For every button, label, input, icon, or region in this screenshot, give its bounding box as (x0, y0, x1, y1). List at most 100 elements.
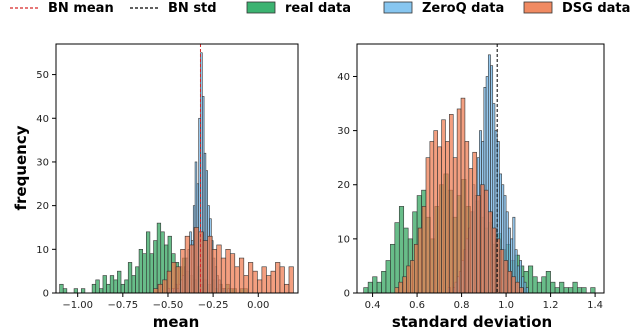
histogram-bar-dsg (394, 287, 400, 293)
histogram-bar-zeroq (525, 287, 529, 293)
y-tick-label: 40 (36, 114, 49, 125)
histogram-bars (363, 54, 596, 293)
histogram-bar-real (99, 288, 104, 293)
legend-patch-marker (383, 1, 413, 14)
legend-item-bn-mean: BN mean (10, 1, 114, 16)
histogram-bar-dsg (270, 270, 276, 293)
histogram-bar-dsg (207, 235, 213, 293)
y-tick-label: 10 (337, 234, 350, 245)
histogram-bar-real (156, 222, 162, 293)
histogram-bar-dsg (288, 266, 294, 293)
histogram-bar-real (149, 253, 154, 293)
histogram-bar-dsg (472, 151, 477, 293)
histogram-bar-real (367, 281, 373, 293)
histogram-bar-dsg (402, 276, 407, 293)
histogram-bar-dsg (487, 211, 493, 293)
x-tick-label: −1.00 (62, 300, 93, 311)
histogram-bar-dsg (441, 119, 446, 293)
histogram-bar-dsg (398, 281, 403, 293)
legend-label: BN std (168, 1, 217, 16)
histogram-bar-dsg (261, 266, 267, 293)
histogram-bar-dsg (171, 262, 177, 293)
y-axis-label: frequency (12, 125, 30, 210)
histogram-bar-dsg (519, 287, 524, 293)
histogram-bar-dsg (239, 257, 245, 293)
legend-patch-marker (246, 1, 276, 14)
histogram-bar-dsg (460, 97, 466, 293)
histogram-bar-dsg (456, 108, 462, 293)
histogram-bar-dsg (166, 270, 172, 293)
y-tick-label: 20 (337, 180, 350, 191)
x-tick-label: −0.50 (153, 300, 184, 311)
histogram-bar-real (536, 281, 542, 293)
y-tick-label: 30 (36, 157, 49, 168)
histogram-bar-dsg (175, 266, 181, 293)
histogram-bar-dsg (433, 130, 438, 293)
histogram-bar-real (568, 287, 574, 293)
histogram-bar-dsg (189, 244, 195, 293)
histogram-bar-real (127, 262, 133, 293)
histogram-bar-real (73, 288, 78, 293)
histogram-bar-real (95, 279, 100, 293)
histogram-bar-real (381, 271, 387, 293)
histogram-bar-dsg (491, 227, 497, 293)
histogram-bar-dsg (157, 283, 163, 293)
histogram-bar-real (113, 279, 118, 293)
histogram-bar-dsg (484, 189, 489, 293)
histogram-bar-real (142, 253, 147, 293)
histogram-bar-real (135, 266, 140, 293)
histogram-bar-real (372, 276, 378, 293)
histogram-bar-dsg (511, 276, 516, 293)
histogram-bar-zeroq (523, 281, 527, 293)
x-tick-label: −0.75 (107, 300, 138, 311)
y-tick-label: 0 (43, 289, 49, 300)
histogram-bar-real (532, 276, 538, 293)
histogram-bar-dsg (429, 141, 435, 293)
histogram-bar-dsg (476, 195, 481, 293)
histogram-bar-dsg (229, 253, 236, 293)
legend-item-zeroq-data: ZeroQ data (383, 1, 504, 16)
histogram-bar-dsg (503, 260, 509, 293)
histogram-bar-dsg (421, 206, 427, 293)
histogram-bar-real (117, 270, 122, 293)
y-tick-label: 20 (36, 201, 49, 212)
legend-label: real data (285, 1, 351, 16)
legend-item-bn-std: BN std (130, 1, 217, 16)
x-tick-label: 0.00 (247, 300, 269, 311)
histogram-bar-dsg (449, 114, 454, 293)
histogram-bar-real (590, 287, 596, 293)
y-tick-label: 50 (36, 70, 49, 81)
histogram-bar-dsg (162, 279, 168, 293)
histogram-bar-dsg (464, 141, 470, 293)
histogram-bar-dsg (468, 168, 474, 293)
x-tick-label: 0.4 (365, 300, 381, 311)
histogram-bar-real (572, 281, 578, 293)
histogram-bar-real (102, 275, 107, 293)
histogram-bar-dsg (252, 270, 258, 293)
series-dsg (153, 227, 294, 293)
histogram-bar-dsg (180, 249, 186, 293)
x-axis-label-mean: mean (153, 313, 200, 331)
histogram-bar-real (559, 281, 565, 293)
x-tick-label: 1.4 (587, 300, 603, 311)
histogram-bar-dsg (211, 249, 218, 293)
histogram-bar-real (563, 287, 569, 293)
std-histogram-panel: 0.4 0.6 0.8 1.0 1.2 1.4 0 10 20 30 40 (337, 43, 605, 311)
legend-label: ZeroQ data (422, 1, 504, 16)
histogram-bar-dsg (413, 243, 419, 293)
histogram-bar-dsg (515, 281, 520, 293)
histogram-bar-real (124, 279, 129, 293)
histogram-bar-real (145, 231, 151, 293)
histogram-bars (59, 52, 294, 293)
histogram-bar-real (363, 287, 369, 293)
legend-label: BN mean (48, 1, 114, 16)
histogram-bar-dsg (234, 266, 240, 293)
histogram-bar-real (550, 281, 556, 293)
y-tick-label: 0 (344, 289, 350, 300)
x-tick-label: 1.2 (543, 300, 559, 311)
histogram-bar-real (120, 283, 125, 293)
histogram-bar-real (62, 288, 68, 293)
histogram-bar-real (554, 287, 560, 293)
histogram-bar-dsg (452, 157, 458, 293)
